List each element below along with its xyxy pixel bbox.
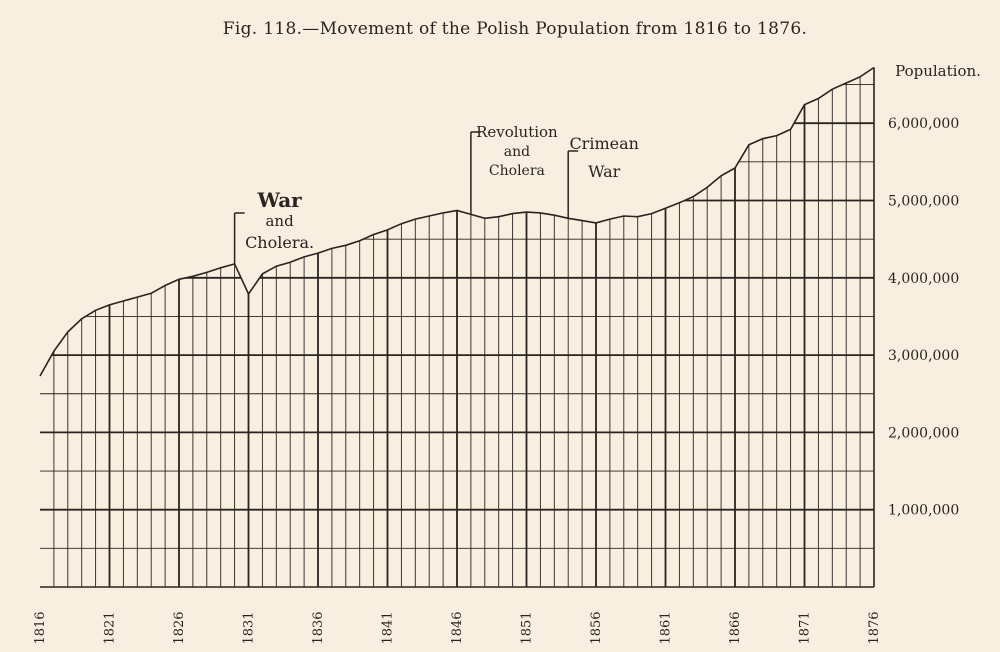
y-tick-label: 3,000,000 xyxy=(888,348,959,364)
x-tick-label: 1836 xyxy=(311,611,326,644)
x-tick-label: 1866 xyxy=(728,611,743,644)
y-tick-label: 4,000,000 xyxy=(888,271,959,287)
population-series-line xyxy=(39,66,875,377)
x-tick-label: 1871 xyxy=(798,611,813,644)
population-area xyxy=(39,66,875,588)
x-tick-label: 1826 xyxy=(172,611,187,644)
y-tick-label: 5,000,000 xyxy=(888,194,959,210)
annotation-text: and xyxy=(265,212,294,230)
x-tick-label: 1821 xyxy=(103,611,118,644)
annotation-text: and xyxy=(504,144,530,160)
event-annotations: WarandCholera.RevolutionandCholeraCrimea… xyxy=(233,123,639,264)
x-tick-label: 1846 xyxy=(450,611,465,644)
chart-grid xyxy=(40,67,874,587)
y-axis-label: Population. xyxy=(895,62,981,80)
annotation-text: Cholera xyxy=(489,163,545,179)
y-tick-label: 2,000,000 xyxy=(888,425,959,441)
x-tick-label: 1851 xyxy=(520,611,535,644)
y-tick-label: 1,000,000 xyxy=(888,503,959,519)
x-tick-label: 1831 xyxy=(242,611,257,644)
chart-title: Fig. 118.—Movement of the Polish Populat… xyxy=(223,19,807,39)
y-tick-label: 6,000,000 xyxy=(888,116,959,132)
x-tick-label: 1876 xyxy=(867,611,882,644)
x-tick-label: 1841 xyxy=(381,611,396,644)
x-tick-label: 1856 xyxy=(589,611,604,644)
grid-clipped xyxy=(40,67,874,587)
x-tick-label: 1816 xyxy=(33,611,48,644)
annotation-text: War xyxy=(256,188,302,212)
annotation-text: War xyxy=(588,162,621,181)
x-tick-label: 1861 xyxy=(659,611,674,644)
annotation-text: Revolution xyxy=(476,123,558,141)
annotation-text: Crimean xyxy=(569,134,639,153)
axis-ticks: 1,000,000 2,000,000 3,000,000 4,000,000 5,00… xyxy=(33,116,959,644)
annotation-text: Cholera. xyxy=(245,233,314,252)
